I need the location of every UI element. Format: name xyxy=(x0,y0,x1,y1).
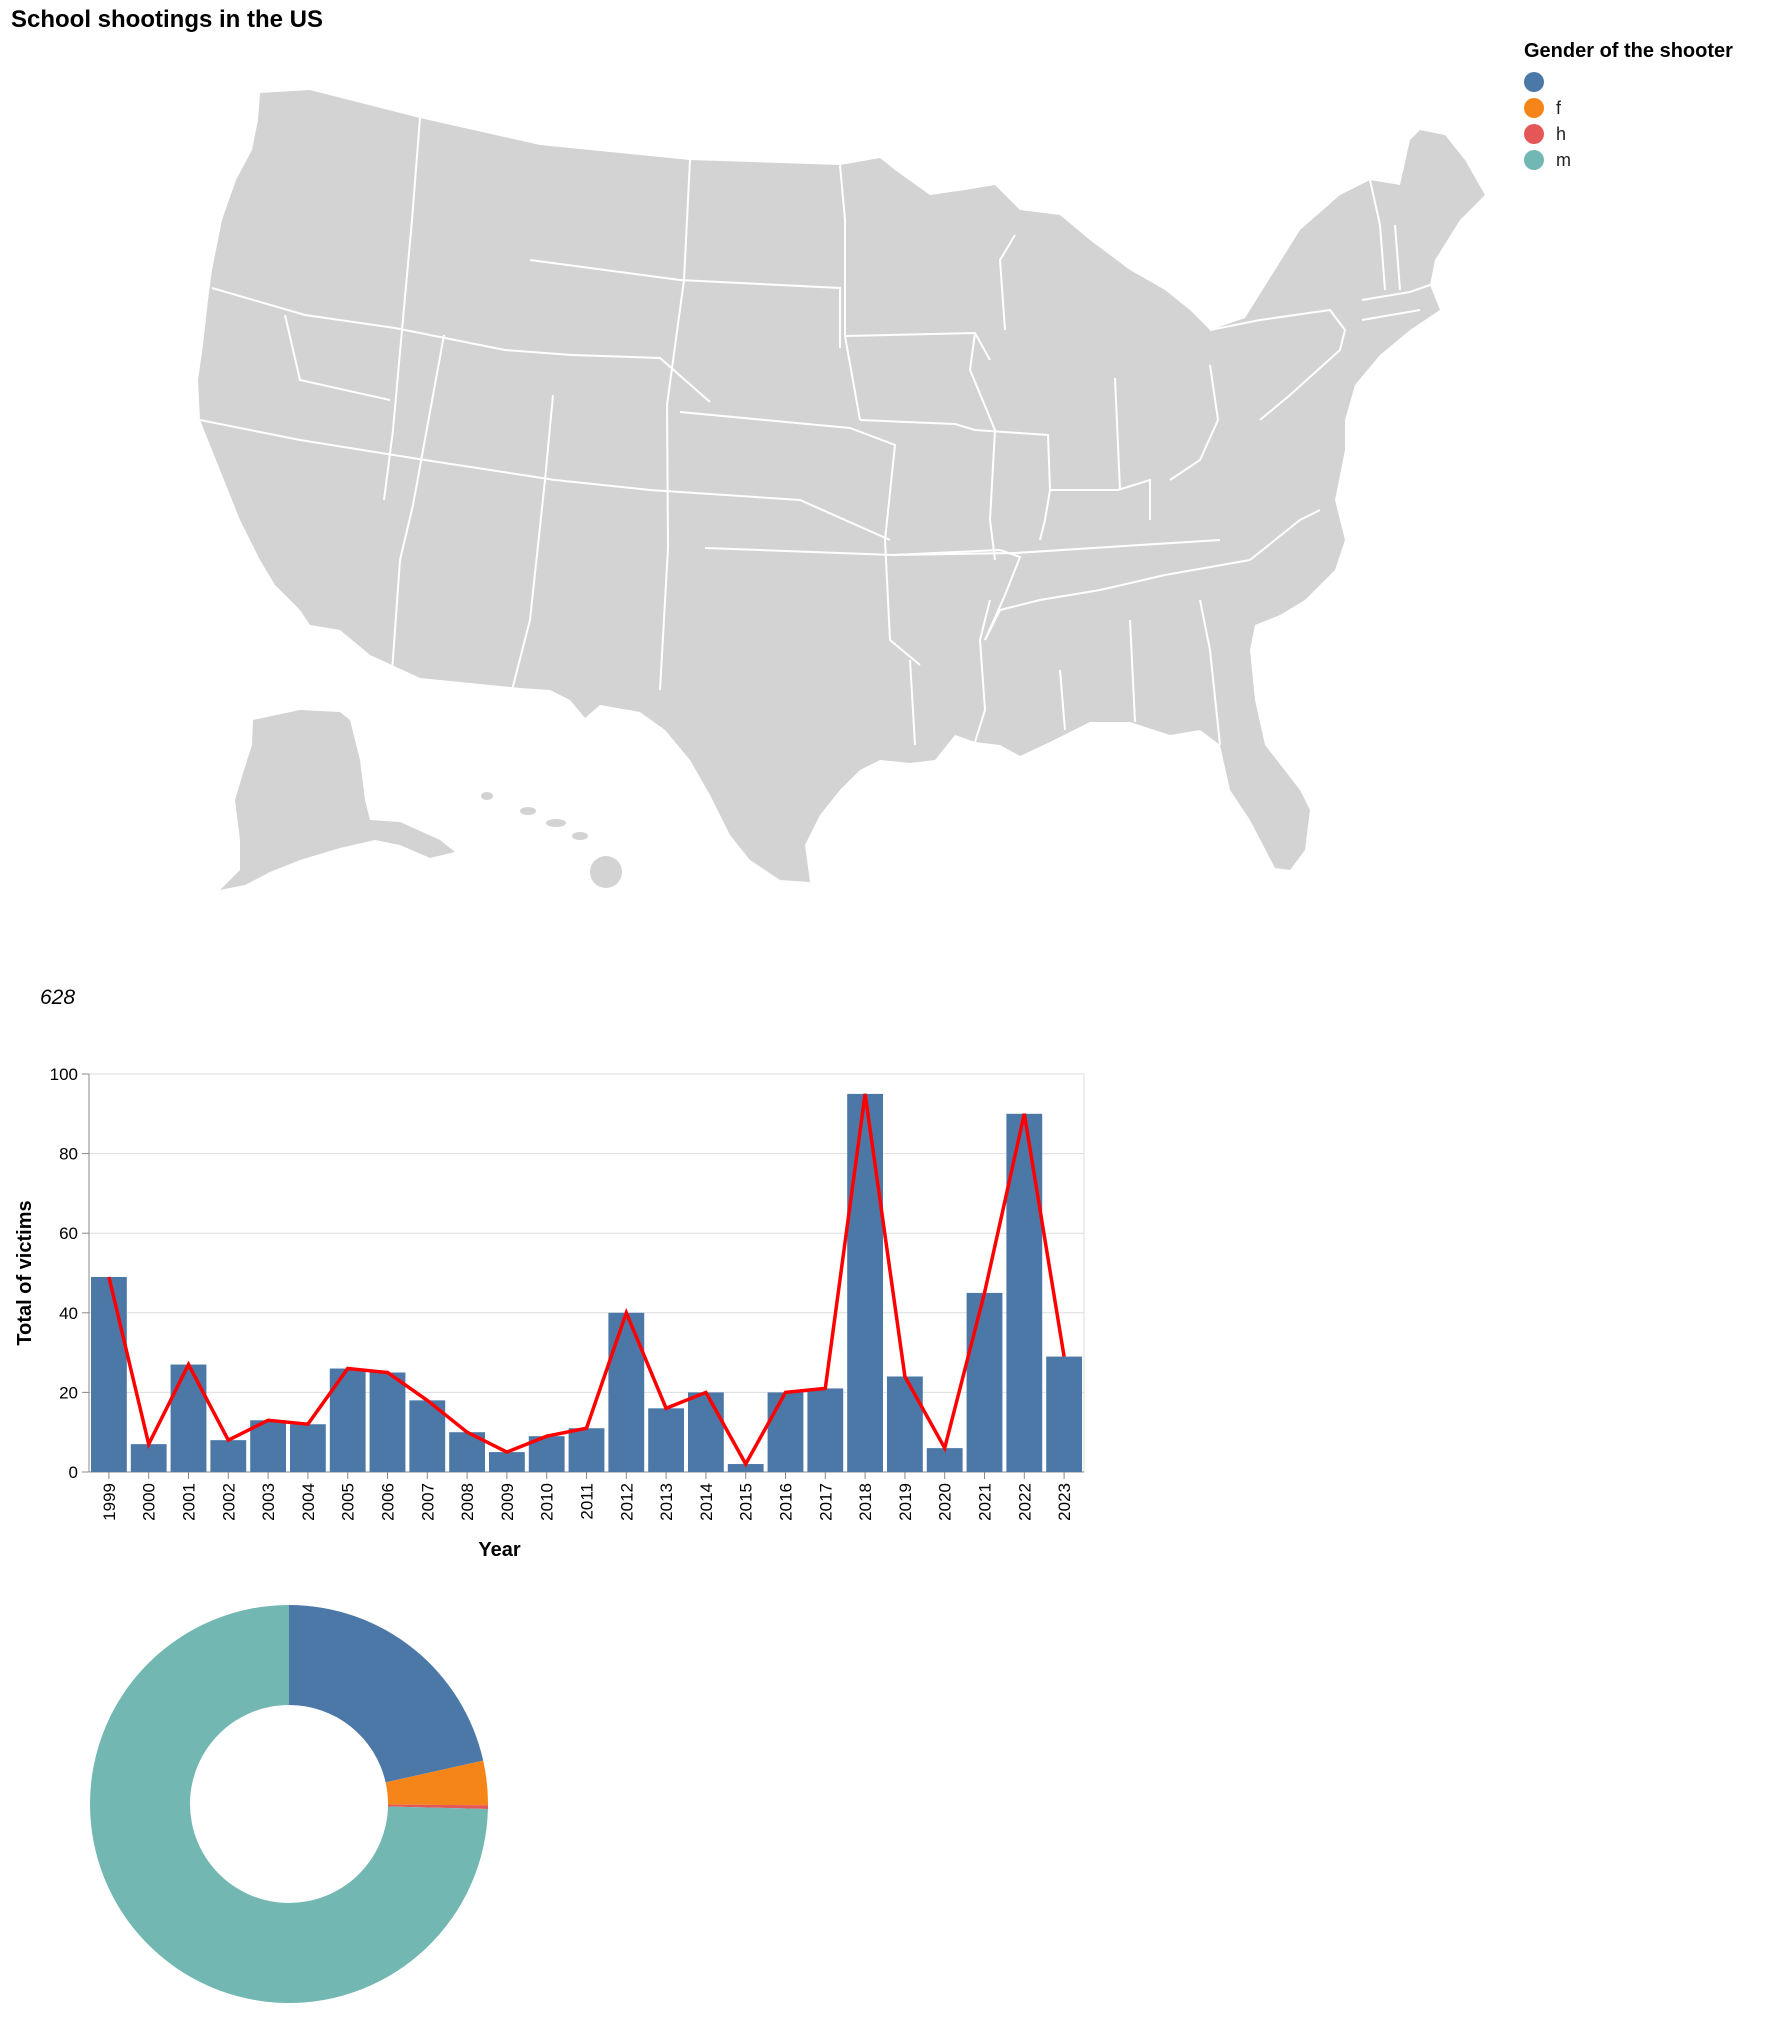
x-tick-label-2005: 2005 xyxy=(339,1483,358,1521)
bar-2015 xyxy=(727,1464,764,1472)
x-tick-label-2019: 2019 xyxy=(896,1483,915,1521)
legend-label-h: h xyxy=(1556,123,1567,144)
legend-item-m: m xyxy=(1524,147,1733,173)
gender-donut-chart xyxy=(90,1605,488,2003)
page-title: School shootings in the US xyxy=(11,6,323,33)
x-tick-label-2012: 2012 xyxy=(617,1483,636,1521)
bar-2014 xyxy=(687,1392,724,1472)
map-hawaii-3 xyxy=(546,819,566,827)
legend-swatch-blank xyxy=(1524,72,1544,92)
x-tick-label-2016: 2016 xyxy=(777,1483,796,1521)
legend-swatch-m xyxy=(1524,150,1544,170)
bar-2021 xyxy=(966,1292,1003,1472)
us-map xyxy=(198,90,1485,890)
bar-2002 xyxy=(210,1440,247,1472)
bar-2017 xyxy=(807,1388,844,1472)
map-hawaii-4 xyxy=(572,832,588,840)
y-tick-label: 80 xyxy=(59,1145,78,1164)
legend-label-f: f xyxy=(1556,97,1562,118)
legend-item-h: h xyxy=(1524,121,1733,147)
map-state-borders xyxy=(199,117,1431,746)
x-tick-label-2020: 2020 xyxy=(936,1483,955,1521)
bar-2006 xyxy=(369,1372,406,1472)
victims-line xyxy=(107,1093,1066,1468)
bar-2018 xyxy=(847,1093,884,1472)
bar-2000 xyxy=(130,1444,167,1472)
bar-2019 xyxy=(886,1376,923,1472)
donut-slice-m xyxy=(90,1605,488,2003)
x-tick-label-2023: 2023 xyxy=(1055,1483,1074,1521)
map-alaska xyxy=(220,710,455,890)
x-tick-label-2022: 2022 xyxy=(1015,1483,1034,1521)
map-hawaii-1 xyxy=(481,792,493,800)
bar-2001 xyxy=(170,1364,207,1472)
bar-2009 xyxy=(488,1452,525,1472)
legend-swatch-f xyxy=(1524,98,1544,118)
x-tick-label-1999: 1999 xyxy=(100,1483,119,1521)
legend-item-f: f xyxy=(1524,95,1733,121)
donut-slice-blank xyxy=(289,1605,484,1783)
x-tick-label-2013: 2013 xyxy=(657,1483,676,1521)
bar-2003 xyxy=(250,1420,287,1472)
bar-2011 xyxy=(568,1428,605,1472)
x-tick-label-2015: 2015 xyxy=(737,1483,756,1521)
victims-bar-chart: 0 20 40 60 80 100 1999 2000 2001 2002 2003 2004 2005… xyxy=(14,1065,1085,1561)
x-tick-label-2004: 2004 xyxy=(299,1483,318,1521)
bar-2023 xyxy=(1046,1356,1083,1472)
bar-2013 xyxy=(648,1408,685,1472)
y-tick-label: 60 xyxy=(59,1224,78,1243)
x-tick-label-2002: 2002 xyxy=(219,1483,238,1521)
donut-slice-h xyxy=(387,1804,488,1810)
map-hawaii-5 xyxy=(590,856,622,888)
donut-slice-f xyxy=(385,1760,488,1806)
map-land xyxy=(198,90,1485,890)
y-tick-label: 100 xyxy=(50,1065,78,1084)
bar-2020 xyxy=(926,1448,963,1472)
legend-label-m: m xyxy=(1556,149,1571,170)
y-axis-title: Total of victims xyxy=(14,1200,36,1345)
x-tick-label-2008: 2008 xyxy=(458,1483,477,1521)
legend-title: Gender of the shooter xyxy=(1524,40,1733,62)
x-tick-label-2018: 2018 xyxy=(856,1483,875,1521)
map-contiguous-us xyxy=(198,90,1485,882)
x-tick-label-2009: 2009 xyxy=(498,1483,517,1521)
map-hawaii-2 xyxy=(520,807,536,815)
x-tick-label-2003: 2003 xyxy=(259,1483,278,1521)
x-tick-label-2021: 2021 xyxy=(976,1483,995,1521)
legend-swatch-h xyxy=(1524,124,1544,144)
x-tick-label-2011: 2011 xyxy=(578,1483,597,1520)
legend: Gender of the shooter f h m xyxy=(1524,40,1733,173)
y-tick-label: 20 xyxy=(59,1383,78,1402)
x-tick-label-2014: 2014 xyxy=(697,1483,716,1521)
x-axis-title: Year xyxy=(478,1539,520,1561)
x-tick-label-2017: 2017 xyxy=(816,1483,835,1521)
y-tick-label: 0 xyxy=(69,1463,78,1482)
bar-2012 xyxy=(608,1312,645,1472)
x-tick-label-2006: 2006 xyxy=(379,1483,398,1521)
y-tick-label: 40 xyxy=(59,1304,78,1323)
total-victims-label: 628 xyxy=(40,986,76,1009)
x-tick-label-2000: 2000 xyxy=(140,1483,159,1521)
bar-2016 xyxy=(767,1392,804,1472)
x-tick-label-2010: 2010 xyxy=(538,1483,557,1521)
bar-1999 xyxy=(90,1276,127,1472)
bar-2004 xyxy=(289,1424,326,1472)
legend-item-blank xyxy=(1524,69,1733,95)
x-tick-label-2007: 2007 xyxy=(418,1483,437,1521)
plot-frame xyxy=(88,1073,1085,1473)
x-tick-label-2001: 2001 xyxy=(180,1483,199,1521)
bar-2007 xyxy=(409,1400,446,1472)
